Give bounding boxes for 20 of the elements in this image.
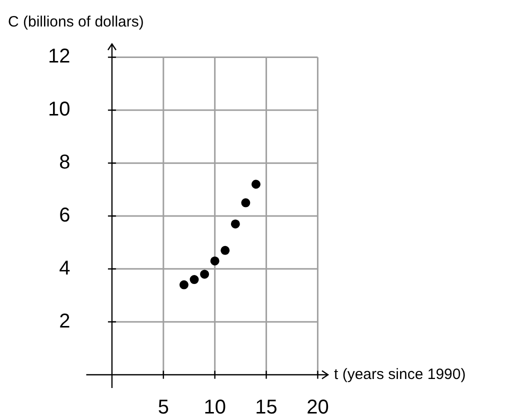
x-tick-label: 20 (306, 396, 329, 419)
point (230, 219, 240, 228)
y-tick-label: 4 (59, 257, 70, 280)
y-tick-label: 10 (48, 98, 70, 121)
point (251, 180, 260, 189)
x-tick-label: 10 (204, 396, 226, 419)
y-axis-title: C (billions of dollars) (8, 14, 144, 31)
point (179, 280, 188, 290)
x-axis-title: t (years since 1990) (334, 366, 466, 383)
y-tick-label: 2 (59, 310, 70, 332)
x-tick-label: 15 (255, 396, 278, 419)
x-tick-label: 5 (158, 396, 169, 419)
point (241, 198, 250, 208)
point (210, 256, 220, 266)
point (200, 270, 210, 279)
point (190, 275, 199, 284)
y-tick-label: 8 (59, 152, 70, 174)
point (220, 246, 230, 255)
y-tick-label: 12 (48, 46, 70, 68)
y-tick-label: 6 (59, 204, 70, 227)
